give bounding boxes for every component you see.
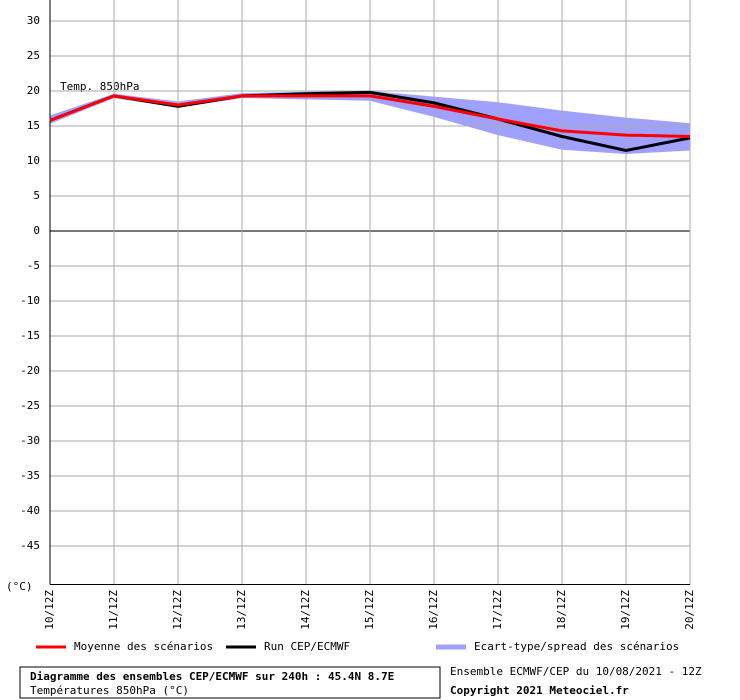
- copyright: Copyright 2021 Meteociel.fr: [450, 684, 629, 697]
- y-tick-label: -40: [20, 504, 40, 517]
- footer-subtitle: Températures 850hPa (°C): [30, 684, 189, 697]
- y-tick-label: 15: [27, 119, 40, 132]
- y-tick-label: 10: [27, 154, 40, 167]
- y-tick-label: -45: [20, 539, 40, 552]
- x-tick-label: 15/12Z: [363, 590, 376, 630]
- x-tick-label: 17/12Z: [491, 590, 504, 630]
- y-tick-label: -25: [20, 399, 40, 412]
- x-tick-label: 16/12Z: [427, 590, 440, 630]
- x-tick-label: 13/12Z: [235, 590, 248, 630]
- x-tick-label: 19/12Z: [619, 590, 632, 630]
- y-tick-label: 0: [33, 224, 40, 237]
- run-info: Ensemble ECMWF/CEP du 10/08/2021 - 12Z: [450, 665, 702, 678]
- y-tick-label: -20: [20, 364, 40, 377]
- x-tick-label: 20/12Z: [683, 590, 696, 630]
- x-tick-label: 18/12Z: [555, 590, 568, 630]
- legend-label: Ecart-type/spread des scénarios: [474, 640, 679, 653]
- x-tick-label: 14/12Z: [299, 590, 312, 630]
- series-line: [49, 94, 691, 138]
- legend-label: Run CEP/ECMWF: [264, 640, 350, 653]
- y-tick-label: -35: [20, 469, 40, 482]
- y-unit: (°C): [6, 580, 33, 593]
- x-tick-label: 10/12Z: [43, 590, 56, 630]
- y-tick-label: 25: [27, 49, 40, 62]
- footer-title: Diagramme des ensembles CEP/ECMWF sur 24…: [30, 670, 394, 683]
- y-tick-label: 30: [27, 14, 40, 27]
- y-tick-label: 20: [27, 84, 40, 97]
- annotation: Temp. 850hPa: [60, 80, 139, 93]
- spread-band: [50, 91, 690, 154]
- x-tick-label: 12/12Z: [171, 590, 184, 630]
- x-tick-label: 11/12Z: [107, 590, 120, 630]
- y-tick-label: -5: [27, 259, 40, 272]
- y-tick-label: -15: [20, 329, 40, 342]
- y-tick-label: -30: [20, 434, 40, 447]
- y-tick-label: 5: [33, 189, 40, 202]
- footer-box: [19, 666, 441, 699]
- y-tick-label: -10: [20, 294, 40, 307]
- legend-label: Moyenne des scénarios: [74, 640, 213, 653]
